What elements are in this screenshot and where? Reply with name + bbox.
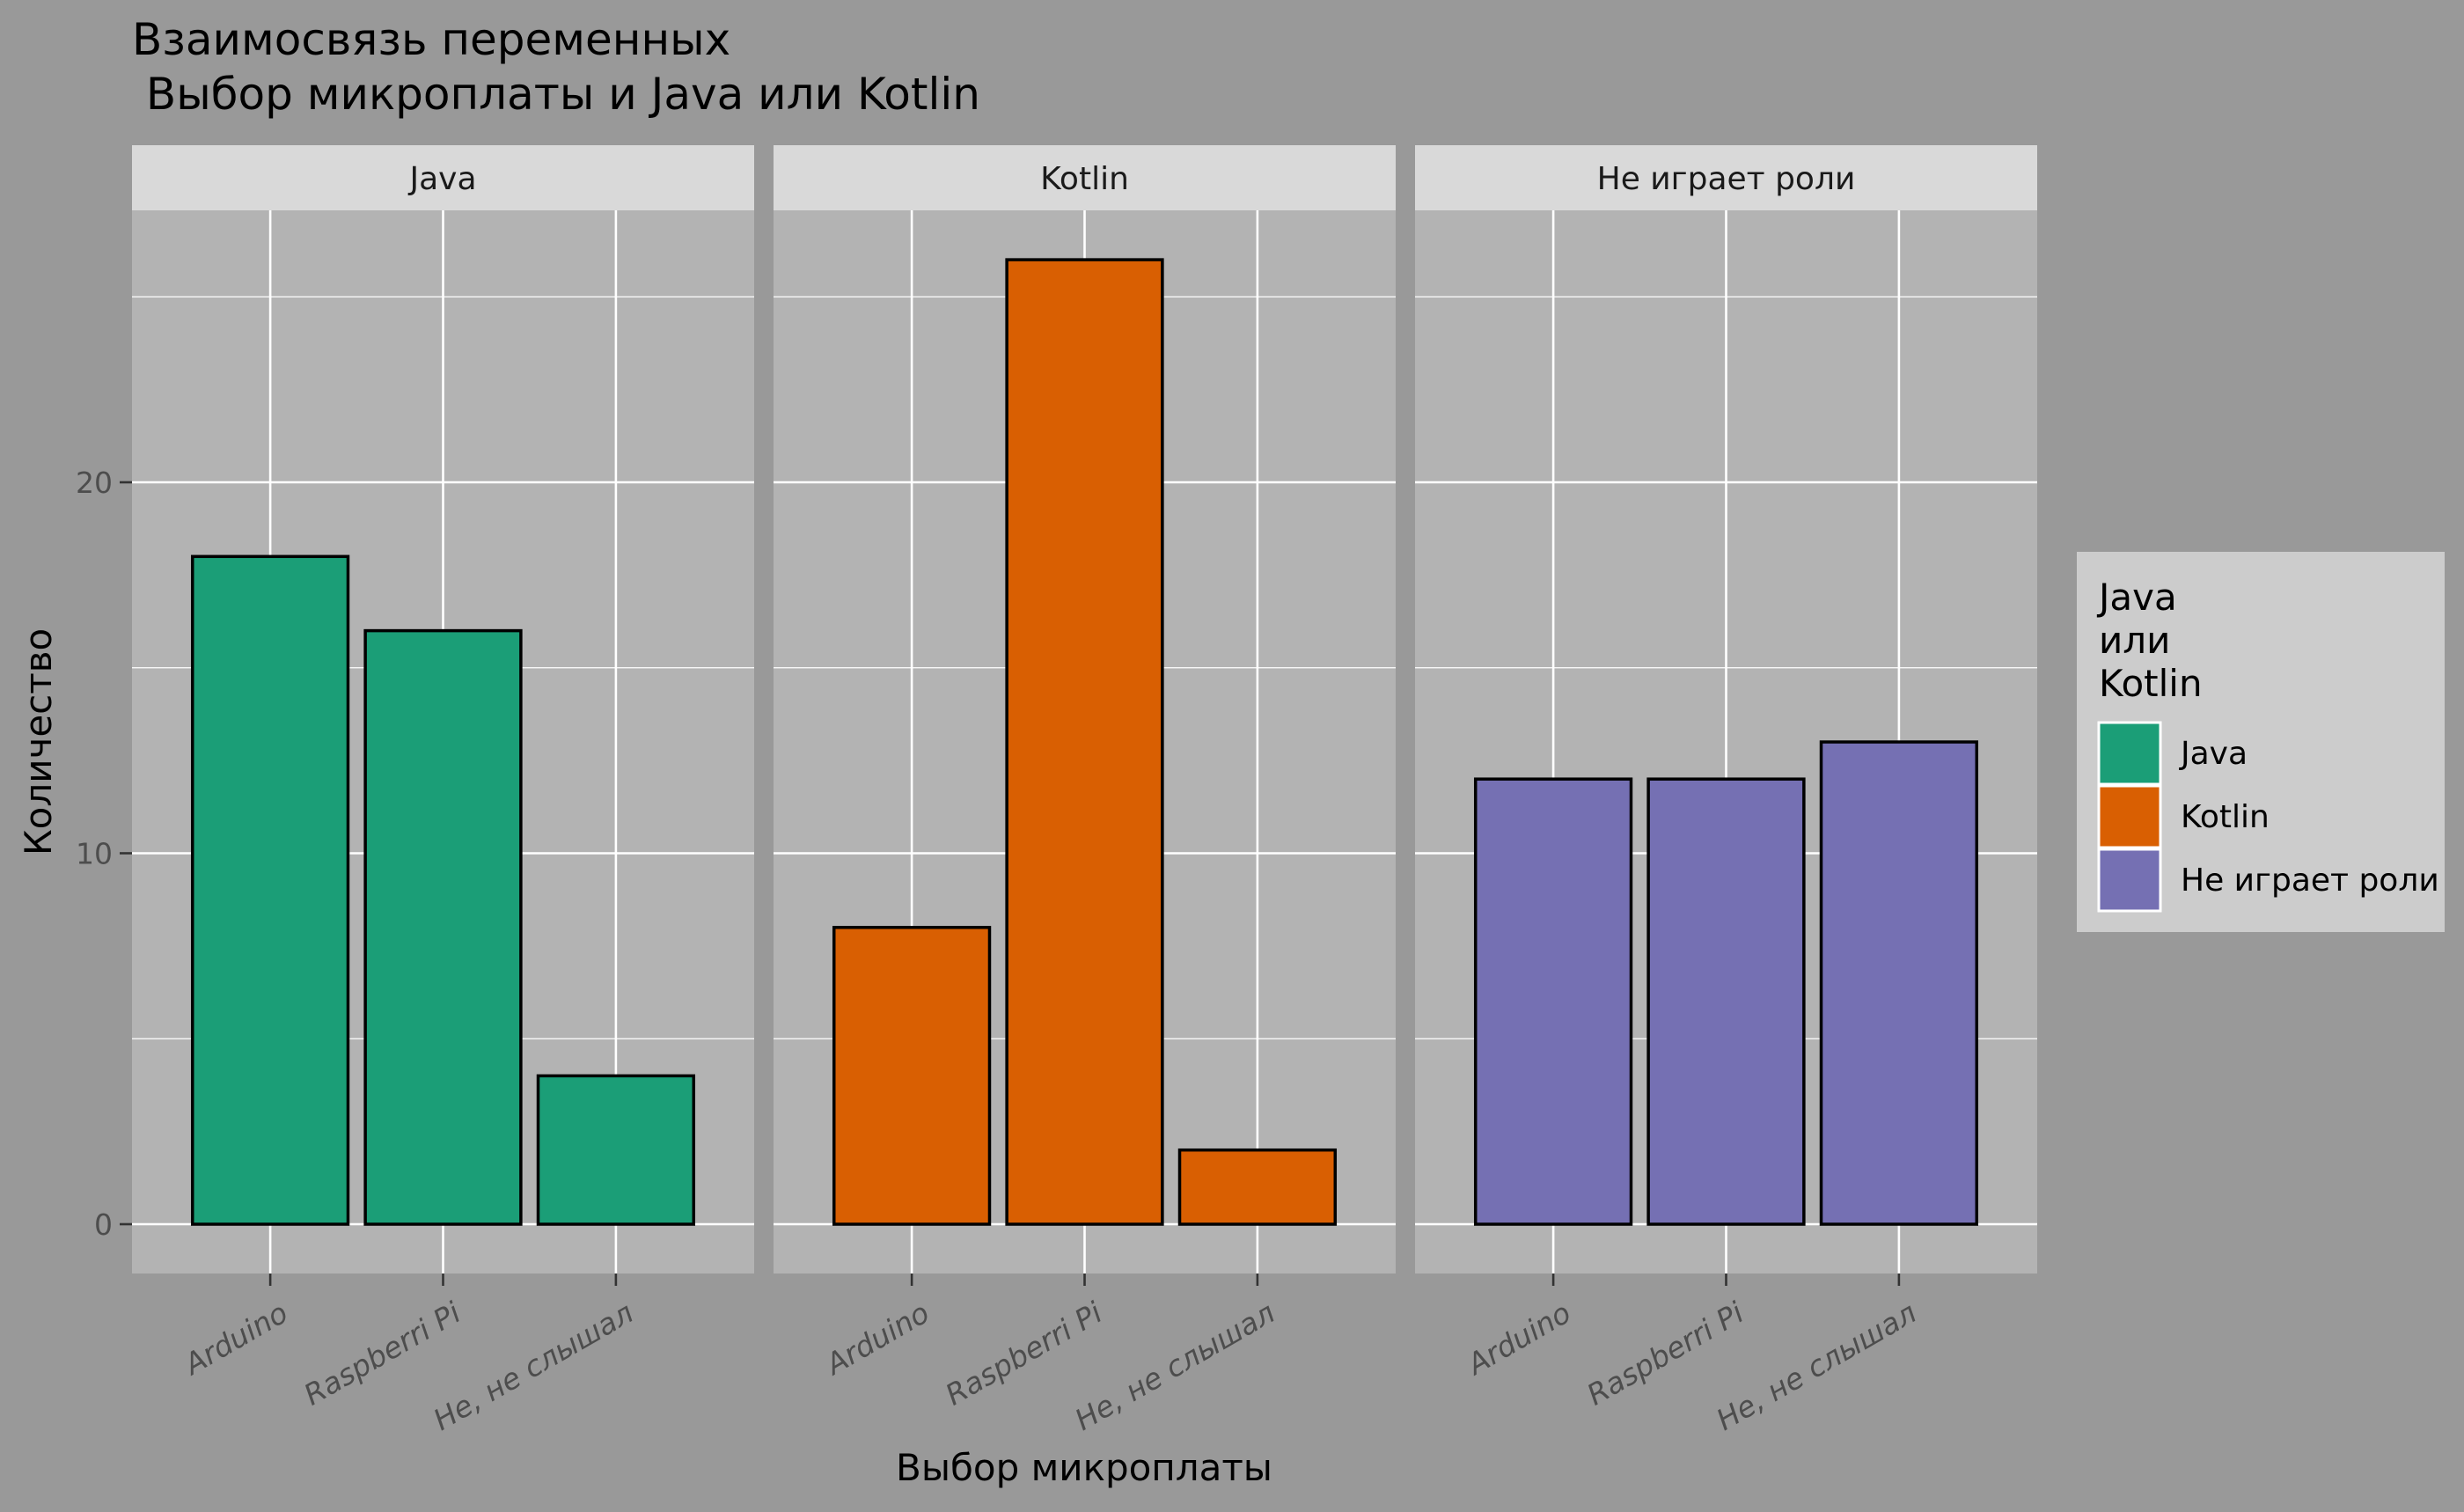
facet-strip <box>774 145 1396 210</box>
x-tick-label: Raspberri Pi <box>1581 1295 1749 1413</box>
bar <box>363 628 523 1226</box>
x-tick-label: Raspberri Pi <box>298 1295 466 1413</box>
legend-title-line: или <box>2099 619 2170 662</box>
x-tick-label: Arduino <box>1460 1295 1576 1383</box>
y-tick-label: 0 <box>94 1207 113 1242</box>
legend-key <box>2097 721 2162 786</box>
bar <box>1473 777 1633 1226</box>
facet-strip <box>1415 145 2037 210</box>
legend-label: Java <box>2179 736 2248 772</box>
legend-title-line: Java <box>2096 576 2177 619</box>
y-axis-label: Количество <box>17 628 60 855</box>
chart-title-line: Выбор микроплаты и Java или Kotlin <box>132 69 980 120</box>
y-tick-label: 20 <box>76 466 113 500</box>
legend-key <box>2097 784 2162 849</box>
x-axis-label: Выбор микроплаты <box>896 1446 1272 1489</box>
facet-strip <box>132 145 754 210</box>
y-axis: 0 10 20 <box>76 466 132 1242</box>
bar <box>1177 1148 1338 1226</box>
bar <box>536 1074 696 1226</box>
chart-title: Взаимосвязь переменных Выбор микроплаты … <box>132 14 980 120</box>
bar <box>1819 740 1979 1226</box>
chart-title-line: Взаимосвязь переменных <box>132 14 730 65</box>
facet-strip-label: Не играет роли <box>1597 161 1856 197</box>
x-tick-label: Arduino <box>818 1295 935 1383</box>
bar <box>190 554 350 1226</box>
x-tick-label: Arduino <box>177 1295 293 1383</box>
bar <box>832 926 992 1226</box>
facet-strip-label: Kotlin <box>1040 161 1129 197</box>
legend-label: Не играет роли <box>2181 862 2439 899</box>
x-tick-label: Raspberri Pi <box>940 1295 1108 1413</box>
y-tick-label: 10 <box>76 837 113 871</box>
bar <box>1005 258 1164 1226</box>
legend-key <box>2097 848 2162 913</box>
legend-title-line: Kotlin <box>2099 662 2203 705</box>
facet-strip-label: Java <box>407 161 476 197</box>
legend-label: Kotlin <box>2181 799 2270 835</box>
bar <box>1646 777 1806 1226</box>
